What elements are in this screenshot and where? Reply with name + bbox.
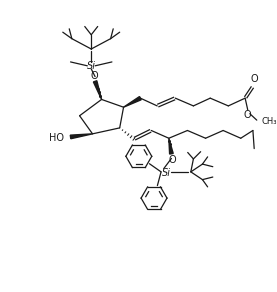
Text: HO: HO bbox=[48, 133, 63, 143]
Text: CH₃: CH₃ bbox=[261, 117, 277, 126]
Text: O: O bbox=[243, 110, 251, 120]
Polygon shape bbox=[70, 134, 93, 139]
Text: Si: Si bbox=[162, 168, 171, 178]
Polygon shape bbox=[124, 97, 141, 107]
Polygon shape bbox=[93, 81, 102, 100]
Text: O: O bbox=[168, 155, 176, 165]
Text: Si: Si bbox=[87, 61, 96, 71]
Polygon shape bbox=[169, 138, 173, 154]
Text: O: O bbox=[91, 71, 98, 81]
Text: O: O bbox=[250, 74, 258, 84]
